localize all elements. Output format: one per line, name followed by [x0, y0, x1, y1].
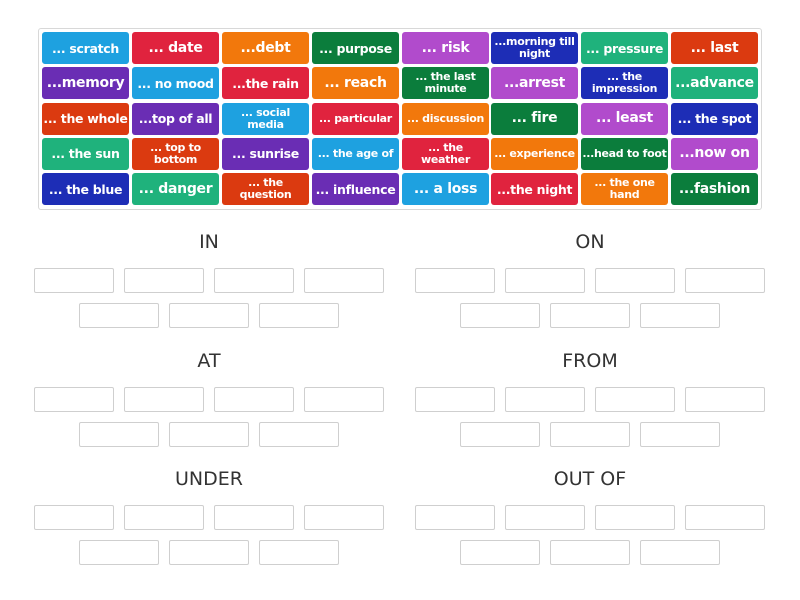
drop-slot[interactable] — [214, 505, 294, 530]
word-tile[interactable]: ... least — [581, 102, 668, 135]
drop-slot[interactable] — [640, 540, 720, 565]
word-tile[interactable]: ... the sun — [42, 137, 129, 170]
drop-slot[interactable] — [550, 421, 630, 447]
word-tile[interactable]: ... social media — [222, 102, 309, 135]
word-tile[interactable]: ... a loss — [402, 173, 489, 206]
word-tile[interactable]: ... the one hand — [581, 173, 668, 206]
word-tile[interactable]: ... danger — [132, 173, 219, 206]
drop-slot[interactable] — [304, 386, 384, 412]
word-tile[interactable]: ... the weather — [402, 137, 489, 170]
drop-slot[interactable] — [550, 303, 630, 328]
drop-slot[interactable] — [460, 303, 540, 328]
word-tile[interactable]: ...the night — [491, 173, 578, 206]
word-tile[interactable]: ... date — [132, 32, 219, 64]
drop-slot[interactable] — [415, 268, 495, 293]
drop-slot[interactable] — [124, 505, 204, 530]
group-title: IN — [199, 231, 219, 253]
group-title: UNDER — [175, 468, 243, 490]
word-tile[interactable]: ... discussion — [402, 102, 489, 135]
word-tile[interactable]: ... the impression — [581, 67, 668, 100]
drop-slot[interactable] — [214, 268, 294, 293]
word-tile[interactable]: ... particular — [312, 102, 399, 135]
drop-slot[interactable] — [304, 268, 384, 293]
drop-slot[interactable] — [505, 505, 585, 530]
group-title: OUT OF — [553, 468, 627, 490]
drop-slot[interactable] — [460, 421, 540, 447]
word-tile[interactable]: ... sunrise — [222, 137, 309, 170]
drop-slot[interactable] — [169, 540, 249, 565]
word-tile[interactable]: ... pressure — [581, 32, 668, 64]
drop-slot[interactable] — [640, 421, 720, 447]
drop-slot[interactable] — [169, 303, 249, 328]
word-tile[interactable]: ... no mood — [132, 67, 219, 100]
word-tile[interactable]: ...debt — [222, 32, 309, 64]
drop-slot[interactable] — [550, 540, 630, 565]
group-title: FROM — [562, 349, 618, 372]
drop-slot[interactable] — [505, 386, 585, 412]
word-tile[interactable]: ...morning till night — [491, 32, 578, 64]
drop-slot[interactable] — [304, 505, 384, 530]
word-tile[interactable]: ... purpose — [312, 32, 399, 64]
drop-slot[interactable] — [460, 540, 540, 565]
word-tile[interactable]: ...now on — [671, 137, 758, 170]
drop-slot[interactable] — [505, 268, 585, 293]
drop-slot[interactable] — [124, 386, 204, 412]
drop-slot[interactable] — [214, 386, 294, 412]
tile-pool: ... scratch... date ...debt... purpose...… — [38, 28, 762, 210]
word-tile[interactable]: ...arrest — [491, 67, 578, 100]
drop-slot[interactable] — [79, 303, 159, 328]
word-tile[interactable]: ... the question — [222, 173, 309, 206]
word-tile[interactable]: ... the age of — [312, 137, 399, 170]
drop-slot[interactable] — [685, 386, 765, 412]
drop-slot[interactable] — [685, 505, 765, 530]
word-tile[interactable]: ...fashion — [671, 173, 758, 206]
word-tile[interactable]: ...advance — [671, 67, 758, 100]
word-tile[interactable]: ...head to foot — [581, 137, 668, 170]
drop-slot[interactable] — [34, 505, 114, 530]
word-tile[interactable]: ... the blue — [42, 173, 129, 206]
group-title: ON — [575, 231, 605, 253]
drop-slot[interactable] — [169, 421, 249, 447]
drop-slot[interactable] — [124, 268, 204, 293]
word-tile[interactable]: ... the spot — [671, 102, 758, 135]
drop-slot[interactable] — [415, 505, 495, 530]
word-tile[interactable]: ... experience — [491, 137, 578, 170]
word-tile[interactable]: ... the last minute — [402, 67, 489, 100]
drop-slot[interactable] — [79, 421, 159, 447]
drop-slot[interactable] — [595, 386, 675, 412]
word-tile[interactable]: ... risk — [402, 32, 489, 64]
drop-slot[interactable] — [595, 268, 675, 293]
word-tile[interactable]: ...the rain — [222, 67, 309, 100]
drop-slot[interactable] — [685, 268, 765, 293]
drop-slot[interactable] — [415, 386, 495, 412]
drop-slot[interactable] — [259, 421, 339, 447]
drop-slot[interactable] — [34, 386, 114, 412]
group-title: AT — [197, 349, 221, 372]
drop-slot[interactable] — [259, 540, 339, 565]
word-tile[interactable]: ...top of all — [132, 102, 219, 135]
drop-slot[interactable] — [79, 540, 159, 565]
drop-slot[interactable] — [259, 303, 339, 328]
word-tile[interactable]: ... last — [671, 32, 758, 64]
word-tile[interactable]: ... influence — [312, 173, 399, 206]
word-tile[interactable]: ...memory — [42, 67, 129, 100]
word-tile[interactable]: ... the whole — [42, 102, 129, 135]
word-tile[interactable]: ... scratch — [42, 32, 129, 64]
drop-slot[interactable] — [34, 268, 114, 293]
drop-slot[interactable] — [640, 303, 720, 328]
word-tile[interactable]: ... reach — [312, 67, 399, 100]
drop-slot[interactable] — [595, 505, 675, 530]
word-tile[interactable]: ... top to bottom — [132, 137, 219, 170]
word-tile[interactable]: ... fire — [491, 102, 578, 135]
